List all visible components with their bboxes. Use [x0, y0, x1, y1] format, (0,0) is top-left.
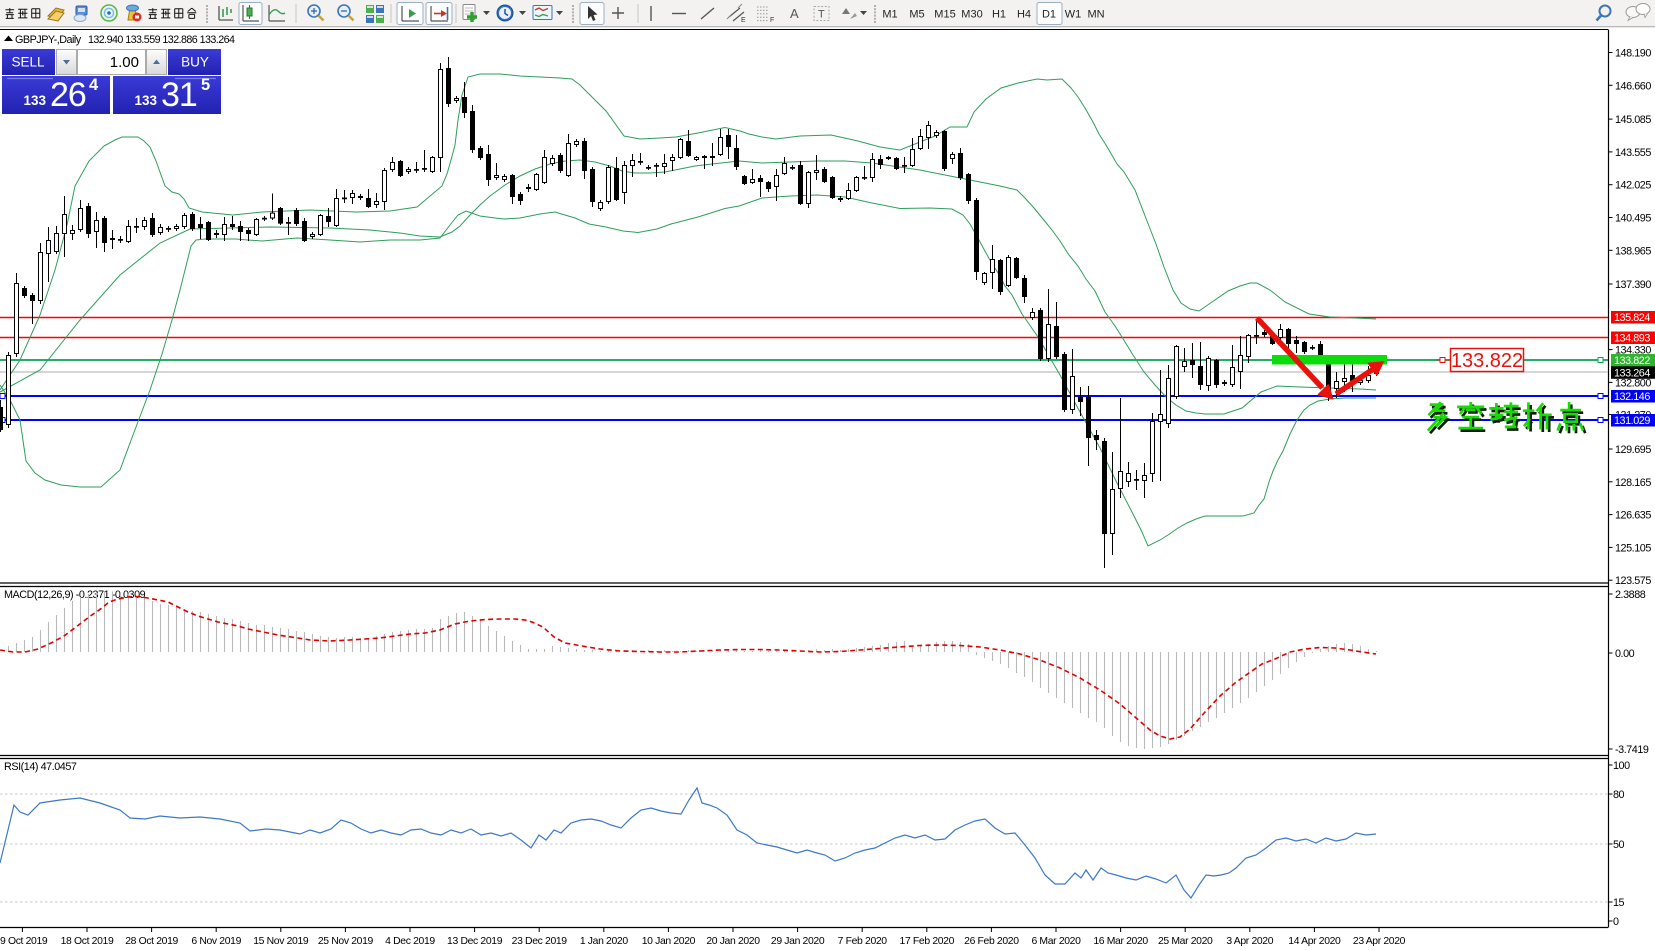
svg-text:137.390: 137.390 [1615, 279, 1651, 291]
svg-text:-3.7419: -3.7419 [1615, 744, 1649, 756]
svg-text:M15: M15 [934, 9, 955, 21]
svg-text:M1: M1 [882, 9, 897, 21]
svg-text:1.00: 1.00 [110, 54, 139, 71]
svg-text:0: 0 [1613, 916, 1619, 928]
svg-text:M30: M30 [961, 9, 982, 21]
svg-text:0.00: 0.00 [1615, 648, 1635, 660]
svg-text:142.025: 142.025 [1615, 180, 1651, 192]
svg-text:25 Mar 2020: 25 Mar 2020 [1158, 936, 1213, 947]
svg-text:9 Oct 2019: 9 Oct 2019 [0, 936, 48, 947]
svg-text:14 Apr 2020: 14 Apr 2020 [1288, 936, 1341, 947]
svg-text:M5: M5 [909, 9, 924, 21]
svg-text:134.330: 134.330 [1615, 345, 1651, 357]
svg-text:10 Jan 2020: 10 Jan 2020 [642, 936, 696, 947]
svg-text:18 Oct 2019: 18 Oct 2019 [61, 936, 114, 947]
svg-text:F: F [770, 17, 774, 24]
svg-text:17 Feb 2020: 17 Feb 2020 [900, 936, 955, 947]
svg-text:135.824: 135.824 [1614, 312, 1650, 324]
svg-text:50: 50 [1613, 839, 1625, 851]
svg-text:H1: H1 [992, 9, 1006, 21]
svg-text:4: 4 [89, 76, 99, 94]
svg-text:31: 31 [161, 76, 197, 114]
svg-text:26: 26 [50, 76, 86, 114]
svg-text:25 Nov 2019: 25 Nov 2019 [318, 936, 374, 947]
svg-text:7 Feb 2020: 7 Feb 2020 [838, 936, 888, 947]
svg-text:BUY: BUY [181, 55, 209, 70]
svg-text:29 Jan 2020: 29 Jan 2020 [771, 936, 825, 947]
svg-text:132.146: 132.146 [1614, 391, 1650, 403]
svg-text:26 Feb 2020: 26 Feb 2020 [964, 936, 1019, 947]
svg-text:T: T [818, 9, 825, 21]
svg-text:4 Dec 2019: 4 Dec 2019 [385, 936, 435, 947]
svg-text:123.575: 123.575 [1615, 575, 1651, 587]
svg-text:134.893: 134.893 [1614, 333, 1650, 345]
svg-text:A: A [790, 6, 799, 21]
svg-text:3 Apr 2020: 3 Apr 2020 [1226, 936, 1273, 947]
svg-text:128.165: 128.165 [1615, 477, 1651, 489]
svg-text:6 Mar 2020: 6 Mar 2020 [1031, 936, 1081, 947]
svg-text:146.660: 146.660 [1615, 80, 1651, 92]
svg-text:148.190: 148.190 [1615, 48, 1651, 60]
svg-text:16 Mar 2020: 16 Mar 2020 [1093, 936, 1148, 947]
svg-text:126.635: 126.635 [1615, 510, 1651, 522]
svg-text:80: 80 [1613, 789, 1625, 801]
svg-text:131.029: 131.029 [1614, 415, 1650, 427]
svg-text:132.800: 132.800 [1615, 377, 1651, 389]
svg-text:15: 15 [1613, 897, 1625, 909]
svg-text:133: 133 [23, 93, 46, 108]
svg-text:133.822: 133.822 [1614, 355, 1650, 367]
svg-text:SELL: SELL [11, 55, 45, 70]
svg-text:23 Apr 2020: 23 Apr 2020 [1353, 936, 1406, 947]
svg-text:1 Jan 2020: 1 Jan 2020 [580, 936, 628, 947]
svg-text:145.085: 145.085 [1615, 114, 1651, 126]
svg-text:GBPJPY-,Daily: GBPJPY-,Daily [15, 34, 82, 46]
svg-text:100: 100 [1613, 760, 1630, 772]
svg-text:138.965: 138.965 [1615, 245, 1651, 257]
svg-text:5: 5 [201, 76, 210, 94]
svg-text:RSI(14) 47.0457: RSI(14) 47.0457 [4, 761, 77, 773]
svg-text:125.105: 125.105 [1615, 542, 1651, 554]
svg-text:129.695: 129.695 [1615, 444, 1651, 456]
svg-text:133: 133 [134, 93, 157, 108]
svg-text:20 Jan 2020: 20 Jan 2020 [706, 936, 760, 947]
svg-text:23 Dec 2019: 23 Dec 2019 [512, 936, 568, 947]
svg-text:H4: H4 [1017, 9, 1031, 21]
svg-text:6 Nov 2019: 6 Nov 2019 [191, 936, 241, 947]
svg-text:28 Oct 2019: 28 Oct 2019 [125, 936, 178, 947]
svg-text:MACD(12,26,9) -0.2371 -0.0309: MACD(12,26,9) -0.2371 -0.0309 [4, 589, 146, 601]
svg-text:D1: D1 [1042, 9, 1056, 21]
svg-text:E: E [741, 17, 746, 24]
svg-text:13 Dec 2019: 13 Dec 2019 [447, 936, 503, 947]
svg-text:MN: MN [1087, 9, 1104, 21]
svg-text:132.940 133.559 132.886 133.26: 132.940 133.559 132.886 133.264 [88, 34, 235, 46]
svg-text:140.495: 140.495 [1615, 213, 1651, 225]
svg-text:143.555: 143.555 [1615, 147, 1651, 159]
svg-text:15 Nov 2019: 15 Nov 2019 [253, 936, 309, 947]
svg-text:2.3888: 2.3888 [1615, 589, 1646, 601]
svg-text:W1: W1 [1065, 9, 1082, 21]
svg-text:133.264: 133.264 [1614, 368, 1650, 380]
svg-text:133.822: 133.822 [1451, 350, 1523, 372]
